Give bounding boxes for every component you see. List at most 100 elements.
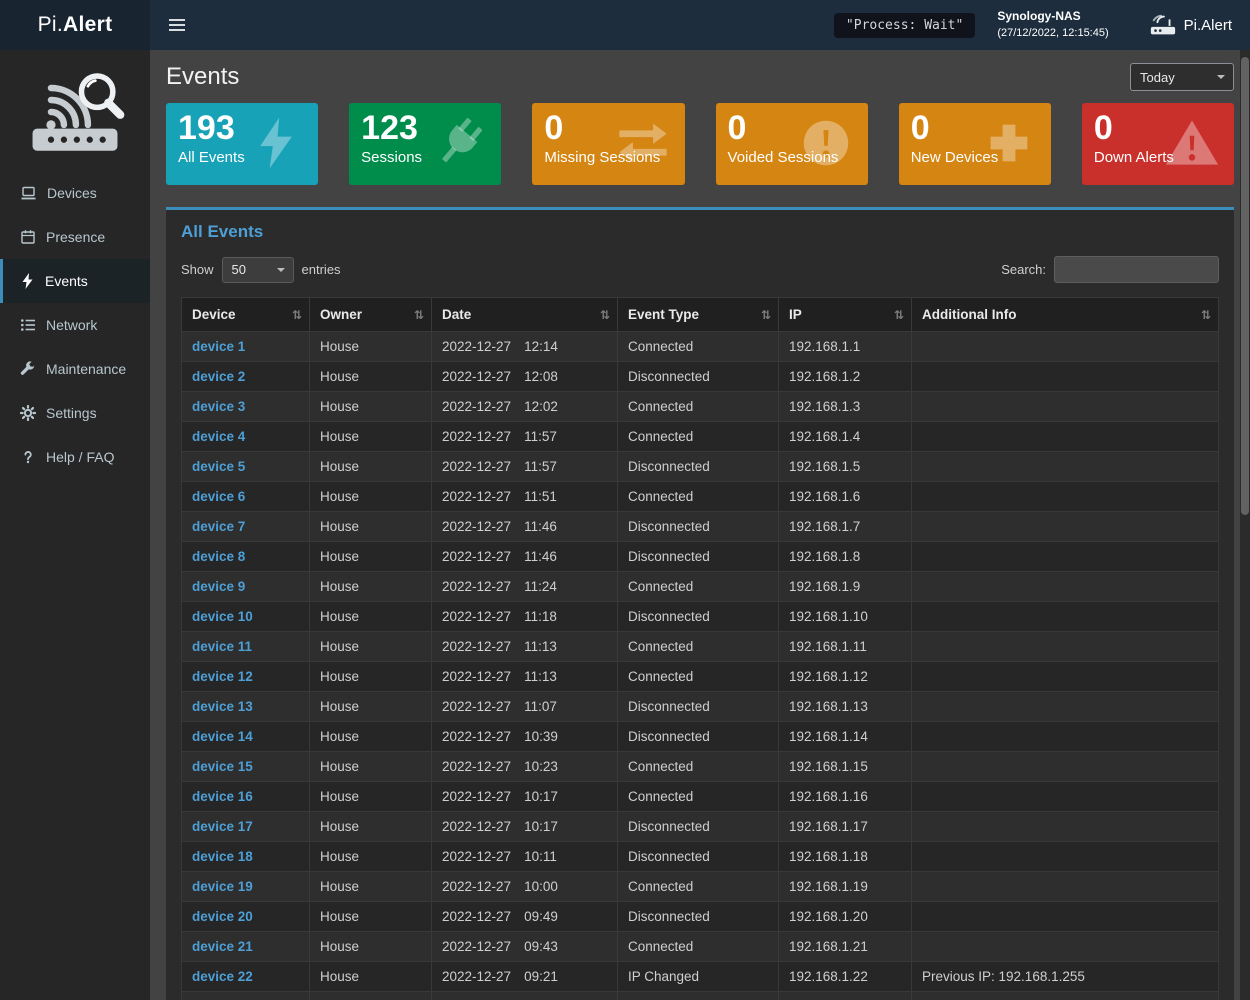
device-link[interactable]: device 14 bbox=[192, 729, 253, 744]
info-cell bbox=[911, 841, 1219, 872]
stat-card-missing-sessions[interactable]: 0 Missing Sessions bbox=[532, 103, 685, 185]
device-link[interactable]: device 21 bbox=[192, 939, 253, 954]
column-header-event-type[interactable]: Event Type ⇅ bbox=[617, 297, 779, 332]
brand-suffix: Alert bbox=[63, 13, 113, 36]
show-label: Show bbox=[181, 262, 214, 277]
stat-card-all-events[interactable]: 193 All Events bbox=[166, 103, 319, 185]
app-identity: Pi.Alert bbox=[1149, 14, 1236, 36]
table-row: device 19 House 2022-12-27 10:00 Connected 19… bbox=[181, 871, 1219, 902]
device-link[interactable]: device 12 bbox=[192, 669, 253, 684]
process-status-badge[interactable]: "Process: Wait" bbox=[833, 12, 976, 38]
stat-card-down-alerts[interactable]: 0 Down Alerts bbox=[1081, 103, 1235, 185]
search-input[interactable] bbox=[1054, 256, 1219, 283]
device-link[interactable]: device 20 bbox=[192, 909, 253, 924]
table-row: device 10 House 2022-12-27 11:18 Disconnecte… bbox=[181, 601, 1219, 632]
device-link[interactable]: device 2 bbox=[192, 369, 246, 384]
owner-cell: House bbox=[309, 391, 432, 422]
device-link[interactable]: device 17 bbox=[192, 819, 253, 834]
column-header-additional-info[interactable]: Additional Info ⇅ bbox=[911, 297, 1219, 332]
date-cell: 2022-12-27 11:51 bbox=[431, 481, 618, 512]
device-link[interactable]: device 22 bbox=[192, 969, 253, 984]
stat-card-new-devices[interactable]: 0 New Devices bbox=[898, 103, 1051, 185]
table-row: device 5 House 2022-12-27 11:57 Disconnected… bbox=[181, 451, 1219, 482]
owner-cell: House bbox=[309, 601, 432, 632]
device-link[interactable]: device 18 bbox=[192, 849, 253, 864]
date-cell: 2022-12-27 12:08 bbox=[431, 361, 618, 392]
device-link[interactable]: device 10 bbox=[192, 609, 253, 624]
hamburger-menu-icon[interactable] bbox=[164, 12, 190, 38]
scrollbar-thumb[interactable] bbox=[1241, 57, 1249, 515]
table-row: device 11 House 2022-12-27 11:13 Connected 19… bbox=[181, 631, 1219, 662]
stat-label: Voided Sessions bbox=[727, 149, 839, 167]
host-name: Synology-NAS bbox=[997, 9, 1081, 24]
page-length-select[interactable]: 50 bbox=[221, 256, 294, 283]
owner-cell: House bbox=[309, 331, 432, 362]
owner-cell: House bbox=[309, 541, 432, 572]
device-link[interactable]: device 5 bbox=[192, 459, 246, 474]
sidebar-item-presence[interactable]: Presence bbox=[0, 215, 150, 259]
device-cell: device 2 bbox=[181, 361, 310, 392]
entries-label: entries bbox=[301, 262, 341, 277]
date-cell: 2022-12-27 09:49 bbox=[431, 901, 618, 932]
wrench-icon bbox=[20, 361, 35, 375]
owner-cell: House bbox=[309, 511, 432, 542]
column-header-device[interactable]: Device ⇅ bbox=[181, 297, 310, 332]
device-link[interactable]: device 4 bbox=[192, 429, 246, 444]
device-link[interactable]: device 6 bbox=[192, 489, 246, 504]
device-link[interactable]: device 15 bbox=[192, 759, 253, 774]
table-row: device 9 House 2022-12-27 11:24 Connected 192… bbox=[181, 571, 1219, 602]
sidebar-item-settings[interactable]: Settings bbox=[0, 391, 150, 435]
device-link[interactable]: device 9 bbox=[192, 579, 246, 594]
table-row: device 3 House 2022-12-27 12:02 Connected 192… bbox=[181, 391, 1219, 422]
column-header-date[interactable]: Date ⇅ bbox=[431, 297, 618, 332]
sidebar: Devices Presence Events Network Maintena… bbox=[0, 50, 150, 1000]
brand-logo[interactable]: Pi. Alert bbox=[0, 0, 150, 50]
network-icon bbox=[21, 319, 35, 331]
device-cell: device 5 bbox=[181, 451, 310, 482]
device-link[interactable]: device 7 bbox=[192, 519, 246, 534]
panel-title: All Events bbox=[181, 222, 264, 241]
stat-card-voided-sessions[interactable]: 0 Voided Sessions bbox=[715, 103, 868, 185]
device-link[interactable]: device 16 bbox=[192, 789, 253, 804]
info-cell bbox=[911, 931, 1219, 962]
ip-cell: 192.168.1.23 bbox=[778, 991, 912, 1000]
date-cell: 2022-12-27 11:13 bbox=[431, 631, 618, 662]
device-link[interactable]: device 11 bbox=[192, 639, 253, 654]
device-link[interactable]: device 1 bbox=[192, 339, 246, 354]
column-header-owner[interactable]: Owner ⇅ bbox=[309, 297, 432, 332]
table-row: device 6 House 2022-12-27 11:51 Connected 192… bbox=[181, 481, 1219, 512]
date-cell: 2022-12-27 09:21 bbox=[431, 961, 618, 992]
stat-value: 123 bbox=[361, 109, 418, 147]
table-row: device 22 House 2022-12-27 09:21 IP Changed 1… bbox=[181, 961, 1219, 992]
event-type-cell: Connected bbox=[617, 751, 779, 782]
stat-value: 0 bbox=[1093, 109, 1113, 147]
info-cell bbox=[911, 451, 1219, 482]
owner-cell: House bbox=[309, 961, 432, 992]
device-link[interactable]: device 3 bbox=[192, 399, 246, 414]
sidebar-item-maintenance[interactable]: Maintenance bbox=[0, 347, 150, 391]
sidebar-item-network[interactable]: Network bbox=[0, 303, 150, 347]
events-table: Device ⇅ Owner ⇅ Date ⇅ Event Type ⇅ IP ⇅ Add… bbox=[181, 297, 1219, 1000]
event-type-cell: Connected bbox=[617, 421, 779, 452]
column-header-ip[interactable]: IP ⇅ bbox=[778, 297, 912, 332]
device-cell: device 17 bbox=[181, 811, 310, 842]
date-cell: 2022-12-27 12:14 bbox=[431, 331, 618, 362]
exclamation-circle-icon bbox=[798, 115, 854, 171]
device-cell: device 18 bbox=[181, 841, 310, 872]
router-icon bbox=[1149, 14, 1177, 36]
stat-card-sessions[interactable]: 123 Sessions bbox=[349, 103, 502, 185]
sidebar-item-help[interactable]: Help / FAQ bbox=[0, 435, 150, 479]
event-type-cell: Connected bbox=[617, 391, 779, 422]
sidebar-item-events[interactable]: Events bbox=[0, 259, 150, 303]
period-select[interactable]: Today bbox=[1130, 63, 1234, 91]
device-link[interactable]: device 8 bbox=[192, 549, 246, 564]
device-cell: device 20 bbox=[181, 901, 310, 932]
info-cell bbox=[911, 481, 1219, 512]
info-cell bbox=[911, 871, 1219, 902]
device-link[interactable]: device 13 bbox=[192, 699, 253, 714]
event-type-cell: Disconnected bbox=[617, 901, 779, 932]
sidebar-item-devices[interactable]: Devices bbox=[0, 171, 150, 215]
device-link[interactable]: device 19 bbox=[192, 879, 253, 894]
events-panel: All Events Show 50 entries Search: Devic… bbox=[166, 207, 1234, 1000]
